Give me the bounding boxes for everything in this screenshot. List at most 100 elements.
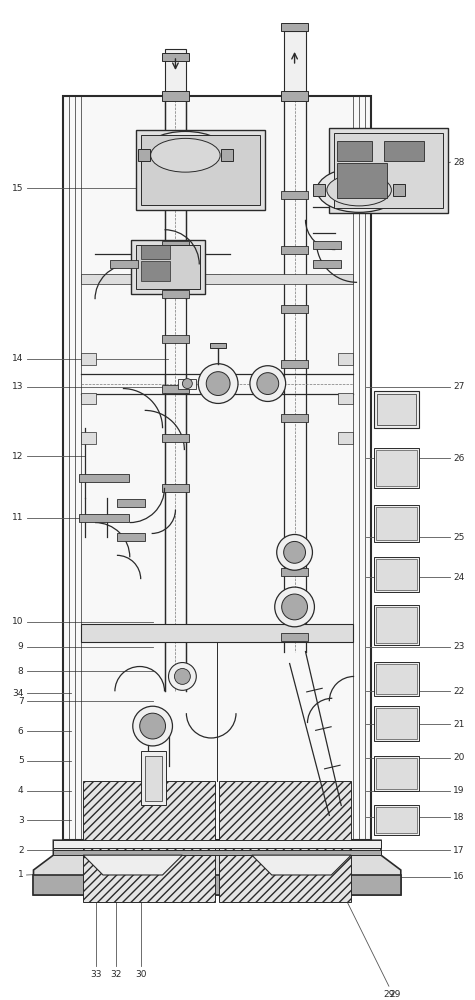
Bar bbox=[141, 261, 171, 281]
Bar bbox=[384, 141, 424, 161]
Bar bbox=[221, 149, 233, 161]
Bar bbox=[374, 805, 418, 835]
Polygon shape bbox=[34, 840, 401, 895]
Bar bbox=[79, 514, 129, 522]
Text: 29: 29 bbox=[383, 990, 395, 999]
Bar bbox=[162, 53, 190, 61]
Text: 1: 1 bbox=[18, 870, 24, 879]
Text: 20: 20 bbox=[454, 753, 465, 762]
Bar bbox=[374, 706, 418, 741]
Bar bbox=[162, 484, 190, 492]
Bar bbox=[83, 781, 215, 902]
Text: 6: 6 bbox=[18, 727, 24, 736]
Circle shape bbox=[275, 587, 314, 627]
Bar bbox=[376, 507, 417, 540]
Text: 19: 19 bbox=[454, 786, 465, 795]
Circle shape bbox=[140, 713, 165, 739]
Text: 25: 25 bbox=[454, 533, 465, 542]
Bar bbox=[281, 23, 308, 31]
Bar bbox=[374, 557, 418, 592]
Bar bbox=[337, 141, 372, 161]
Ellipse shape bbox=[317, 168, 401, 212]
Ellipse shape bbox=[151, 138, 220, 172]
Bar bbox=[281, 246, 308, 254]
Bar bbox=[162, 434, 190, 442]
Circle shape bbox=[169, 663, 196, 690]
Bar bbox=[81, 353, 96, 365]
Text: 12: 12 bbox=[12, 452, 24, 461]
Bar bbox=[376, 607, 417, 643]
Bar bbox=[79, 474, 129, 482]
Bar bbox=[117, 499, 145, 507]
Text: 17: 17 bbox=[454, 846, 465, 855]
Text: 21: 21 bbox=[454, 720, 465, 729]
Bar bbox=[281, 91, 308, 101]
Circle shape bbox=[174, 668, 190, 684]
Circle shape bbox=[257, 373, 279, 395]
Bar bbox=[374, 605, 418, 645]
Text: 5: 5 bbox=[18, 756, 24, 765]
Bar bbox=[136, 130, 265, 210]
Text: 30: 30 bbox=[135, 970, 146, 979]
Polygon shape bbox=[252, 855, 351, 875]
Bar bbox=[219, 781, 351, 902]
Circle shape bbox=[250, 366, 285, 401]
Bar bbox=[374, 756, 418, 791]
Text: 32: 32 bbox=[110, 970, 122, 979]
Bar bbox=[141, 135, 260, 205]
Text: 10: 10 bbox=[12, 617, 24, 626]
Ellipse shape bbox=[327, 174, 391, 206]
Text: 27: 27 bbox=[454, 382, 465, 391]
Bar bbox=[164, 49, 186, 96]
Bar bbox=[376, 664, 417, 694]
Bar bbox=[141, 751, 165, 805]
Circle shape bbox=[282, 594, 307, 620]
Bar bbox=[329, 128, 448, 213]
Text: 33: 33 bbox=[90, 970, 102, 979]
Text: 7: 7 bbox=[18, 697, 24, 706]
Bar bbox=[314, 260, 341, 268]
Bar bbox=[374, 662, 418, 696]
Text: 28: 28 bbox=[454, 158, 465, 167]
Bar bbox=[131, 240, 205, 294]
Circle shape bbox=[133, 706, 172, 746]
Bar bbox=[162, 385, 190, 393]
Text: 8: 8 bbox=[18, 667, 24, 676]
Bar bbox=[53, 840, 381, 848]
Bar bbox=[284, 31, 305, 96]
Bar bbox=[281, 414, 308, 422]
Bar bbox=[376, 450, 417, 486]
Bar bbox=[374, 505, 418, 542]
Bar bbox=[281, 598, 308, 606]
Bar bbox=[334, 133, 444, 208]
Text: 9: 9 bbox=[18, 642, 24, 651]
Bar bbox=[81, 624, 353, 642]
Text: 11: 11 bbox=[12, 513, 24, 522]
Circle shape bbox=[284, 541, 305, 563]
Polygon shape bbox=[83, 855, 182, 875]
Bar bbox=[314, 241, 341, 249]
Bar bbox=[376, 708, 417, 739]
Circle shape bbox=[182, 379, 192, 389]
Bar bbox=[162, 91, 190, 101]
Bar bbox=[337, 163, 387, 198]
Bar bbox=[376, 807, 417, 833]
Bar bbox=[63, 96, 371, 840]
Bar bbox=[136, 245, 200, 289]
Bar bbox=[374, 391, 418, 428]
Bar bbox=[81, 432, 96, 444]
Text: 16: 16 bbox=[454, 872, 465, 881]
Text: 4: 4 bbox=[18, 786, 24, 795]
Bar bbox=[210, 343, 226, 348]
Circle shape bbox=[198, 364, 238, 403]
Bar bbox=[162, 191, 190, 199]
Bar bbox=[393, 184, 405, 196]
Bar bbox=[376, 559, 417, 590]
Text: 34: 34 bbox=[12, 689, 24, 698]
Text: 24: 24 bbox=[454, 573, 465, 582]
Bar bbox=[281, 191, 308, 199]
Bar bbox=[314, 184, 325, 196]
Text: 23: 23 bbox=[454, 642, 465, 651]
Bar bbox=[179, 379, 196, 389]
Bar bbox=[53, 850, 381, 855]
